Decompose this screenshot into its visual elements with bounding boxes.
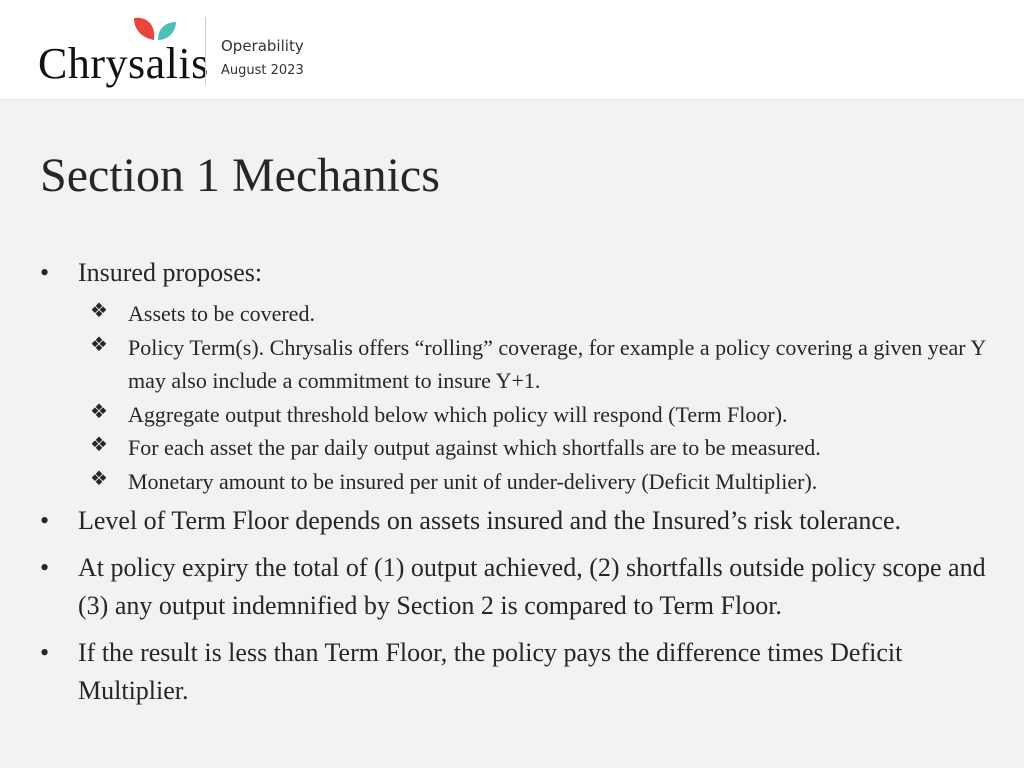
sub-bullet-text: Aggregate output threshold below which p…: [128, 401, 788, 427]
diamond-bullet-icon: ❖: [90, 400, 108, 423]
bullet-text: Insured proposes:: [78, 258, 263, 287]
chrysalis-logo: Chrysalis: [38, 14, 208, 88]
bullet-text: Level of Term Floor depends on assets in…: [78, 506, 901, 535]
bullet-icon: •: [40, 258, 50, 287]
bullet-icon: •: [40, 638, 50, 667]
bullet-item: • At policy expiry the total of (1) outpu…: [40, 549, 990, 625]
sub-bullet-item: ❖ For each asset the par daily output aga…: [40, 431, 990, 465]
sub-bullet-item: ❖ Assets to be covered.: [40, 297, 990, 331]
bullet-item: • Level of Term Floor depends on assets i…: [40, 502, 990, 540]
sub-bullet-item: ❖ Monetary amount to be insured per unit …: [40, 465, 990, 499]
sub-bullet-item: ❖ Policy Term(s). Chrysalis offers “rolli…: [40, 331, 990, 398]
sub-bullet-text: For each asset the par daily output agai…: [128, 435, 821, 460]
bullet-item: • Insured proposes:: [40, 254, 990, 292]
sub-bullet-text: Policy Term(s). Chrysalis offers “rollin…: [128, 334, 986, 394]
bullet-icon: •: [40, 506, 50, 535]
diamond-bullet-icon: ❖: [90, 333, 108, 356]
diamond-bullet-icon: ❖: [90, 300, 108, 322]
header: Chrysalis Operability August 2023: [0, 0, 1024, 100]
logo-text: Chrysalis: [38, 39, 209, 88]
diamond-bullet-icon: ❖: [90, 467, 108, 490]
deck-title: Operability: [221, 37, 304, 55]
bullet-text: If the result is less than Term Floor, t…: [78, 638, 903, 705]
sub-bullet-list: ❖ Assets to be covered. ❖ Policy Term(s). …: [40, 297, 990, 498]
bullet-icon: •: [40, 553, 50, 582]
slide-title: Section 1 Mechanics: [40, 149, 440, 202]
bullet-item: • If the result is less than Term Floor, …: [40, 634, 990, 710]
header-divider: [205, 17, 206, 85]
bullet-list: • Insured proposes: ❖ Assets to be covered…: [40, 254, 990, 719]
sub-bullet-item: ❖ Aggregate output threshold below which …: [40, 398, 990, 432]
sub-bullet-text: Assets to be covered.: [128, 301, 315, 326]
leaf-logo-icon: [134, 17, 176, 40]
diamond-bullet-icon: ❖: [90, 434, 108, 456]
bullet-text: At policy expiry the total of (1) output…: [78, 553, 986, 620]
sub-bullet-text: Monetary amount to be insured per unit o…: [128, 468, 818, 494]
deck-date: August 2023: [221, 63, 304, 78]
